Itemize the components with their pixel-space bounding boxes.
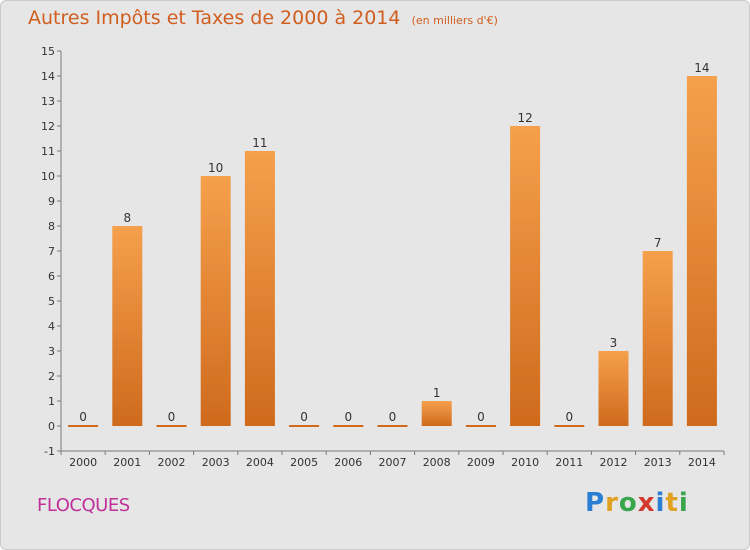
logo-letter: r <box>605 488 619 518</box>
logo-letter: i <box>678 488 689 518</box>
y-tick-label: 10 <box>41 170 55 183</box>
proxiti-logo: Proxiti <box>585 488 689 518</box>
chart-title: Autres Impôts et Taxes de 2000 à 2014 (e… <box>28 7 498 29</box>
x-tick-label: 2005 <box>290 456 318 469</box>
x-tick-label: 2013 <box>644 456 672 469</box>
y-tick-label: 9 <box>48 195 55 208</box>
x-tick-label: 2008 <box>423 456 451 469</box>
bar <box>244 151 275 426</box>
bar <box>642 251 673 426</box>
bar <box>68 425 99 427</box>
x-tick-label: 2010 <box>511 456 539 469</box>
bar-value-label: 10 <box>208 161 223 175</box>
y-tick-label: 15 <box>41 45 55 58</box>
y-tick-label: 14 <box>41 70 55 83</box>
logo-letter: i <box>655 488 666 518</box>
bar-value-label: 12 <box>517 111 532 125</box>
y-tick-label: 11 <box>41 145 55 158</box>
bar <box>421 401 452 426</box>
bar-value-label: 0 <box>79 410 87 424</box>
commune-name: FLOCQUES <box>37 495 130 516</box>
x-tick-label: 2014 <box>688 456 716 469</box>
bar <box>156 425 187 427</box>
bar <box>554 425 585 427</box>
bar <box>465 425 496 427</box>
chart-subtitle: (en milliers d'€) <box>411 14 498 27</box>
bar-value-label: 7 <box>654 236 662 250</box>
chart-title-text: Autres Impôts et Taxes de 2000 à 2014 <box>28 7 401 29</box>
y-tick-label: 13 <box>41 95 55 108</box>
y-tick-label: 7 <box>48 245 55 258</box>
x-tick-label: 2000 <box>69 456 97 469</box>
bar-value-label: 8 <box>123 211 131 225</box>
logo-letter: o <box>618 488 638 518</box>
x-tick-label: 2012 <box>600 456 628 469</box>
bar <box>112 226 143 426</box>
y-tick-label: 0 <box>48 420 55 433</box>
bar-value-label: 11 <box>252 136 267 150</box>
bar <box>377 425 408 427</box>
bar <box>289 425 320 427</box>
bar-value-label: 1 <box>433 386 441 400</box>
y-tick-label: 3 <box>48 345 55 358</box>
bar <box>333 425 364 427</box>
bar-value-label: 0 <box>168 410 176 424</box>
x-tick-label: 2004 <box>246 456 274 469</box>
x-tick-label: 2006 <box>334 456 362 469</box>
y-tick-label: 1 <box>48 395 55 408</box>
x-tick-label: 2003 <box>202 456 230 469</box>
y-tick-label: 12 <box>41 120 55 133</box>
bar-value-label: 0 <box>300 410 308 424</box>
bar <box>200 176 231 426</box>
logo-letter: P <box>585 488 606 518</box>
logo-letter: x <box>637 488 656 518</box>
x-tick-label: 2002 <box>158 456 186 469</box>
y-tick-label: 6 <box>48 270 55 283</box>
logo-letter: t <box>665 488 679 518</box>
x-tick-label: 2009 <box>467 456 495 469</box>
bar-value-label: 0 <box>344 410 352 424</box>
x-tick-label: 2011 <box>555 456 583 469</box>
y-tick-label: 4 <box>48 320 55 333</box>
bar-value-label: 0 <box>477 410 485 424</box>
bar-value-label: 14 <box>694 61 709 75</box>
y-tick-label: 5 <box>48 295 55 308</box>
bar-value-label: 0 <box>389 410 397 424</box>
bar <box>686 76 717 426</box>
y-tick-label: -1 <box>44 445 55 458</box>
bar <box>598 351 629 426</box>
y-tick-label: 8 <box>48 220 55 233</box>
x-tick-label: 2001 <box>113 456 141 469</box>
bar <box>510 126 541 426</box>
y-tick-label: 2 <box>48 370 55 383</box>
x-tick-label: 2007 <box>379 456 407 469</box>
bar-value-label: 0 <box>565 410 573 424</box>
bar-value-label: 3 <box>610 336 618 350</box>
